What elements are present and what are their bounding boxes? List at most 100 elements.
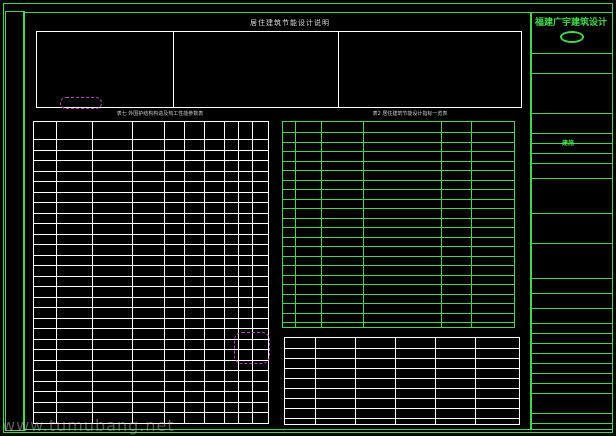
grid-line [283,189,514,190]
grid-line [532,323,612,324]
grid-line [283,303,514,304]
grid-line [164,122,165,423]
table2-caption: 表2 居住建筑节能设计指标一览表 [372,111,448,117]
grid-line [283,198,514,200]
grid-line [532,213,612,214]
grid-line [283,312,514,314]
grid-line [34,202,268,203]
grid-line [532,133,612,134]
revision-cloud [60,97,102,109]
grid-line [475,338,476,424]
grid-line [285,398,519,399]
grid-line [34,170,268,172]
grid-line [34,254,268,256]
grid-line [34,275,268,277]
grid-line [532,423,612,424]
grid-line [56,122,57,423]
grid-line [532,278,612,279]
drawing-frame [23,12,531,430]
company-logo [560,31,584,43]
grid-line [532,143,612,144]
grid-line [285,378,519,379]
grid-line [532,178,612,179]
grid-line [532,113,612,114]
company-name: 福建广宇建筑设计 [535,18,608,28]
grid-line [532,333,612,334]
energy-index-table [282,121,515,328]
grid-line [532,308,612,309]
grid-line [283,208,514,209]
grid-line [532,53,612,54]
grid-line [283,179,514,181]
grid-line [532,383,612,384]
grid-line [435,338,436,424]
grid-line [395,338,396,424]
grid-line [532,413,612,414]
grid-line [283,132,514,133]
grid-line [34,191,268,193]
grid-line [283,170,514,171]
grid-line [238,122,239,423]
grid-line [34,244,268,245]
grid-line [34,307,268,308]
grid-line [34,401,268,403]
grid-line [34,370,268,371]
grid-line [532,373,612,374]
grid-line [34,380,268,382]
revision-cloud [234,332,270,364]
grid-line [34,265,268,266]
grid-line [34,296,268,298]
grid-line [532,363,612,364]
grid-line [132,122,133,423]
grid-line [532,73,612,74]
table1-caption: 表七 外围护结构构造及热工性能参数表 [116,111,204,117]
grid-line [34,412,268,413]
grid-line [471,122,472,327]
grid-line [363,122,364,327]
envelope-thermal-table [33,121,269,424]
grid-line [285,368,519,369]
title-block: 福建广宇建筑设计 建施 [531,12,613,430]
grid-line [295,122,296,327]
small-table [284,337,520,425]
grid-line [34,149,268,151]
grid-line [252,122,253,423]
grid-line [283,236,514,238]
grid-line [184,122,185,423]
grid-line [285,358,519,359]
grid-line [532,243,612,244]
grid-line [34,391,268,392]
grid-line [283,151,514,152]
drawing-title: 居住建筑节能设计说明 [250,19,330,27]
grid-line [34,212,268,214]
grid-line [285,418,519,419]
grid-line [283,274,514,276]
grid-line [34,181,268,182]
grid-line [355,338,356,424]
grid-line [283,160,514,162]
grid-line [34,223,268,224]
grid-line [283,246,514,247]
grid-line [34,338,268,340]
grid-line [283,322,514,323]
grid-line [285,388,519,389]
grid-line [34,317,268,319]
grid-line [283,141,514,143]
grid-line [532,343,612,344]
grid-line [92,122,93,423]
grid-line [34,233,268,235]
grid-line [283,265,514,266]
grid-line [283,293,514,295]
grid-line [34,286,268,287]
grid-line [34,349,268,350]
grid-line [315,338,316,424]
grid-line [283,217,514,219]
grid-line [34,160,268,161]
grid-line [285,408,519,409]
grid-line [321,122,322,327]
design-notes-table [36,31,522,108]
grid-line [285,348,519,349]
grid-line [283,284,514,285]
grid-line [283,227,514,228]
grid-line [532,393,612,394]
